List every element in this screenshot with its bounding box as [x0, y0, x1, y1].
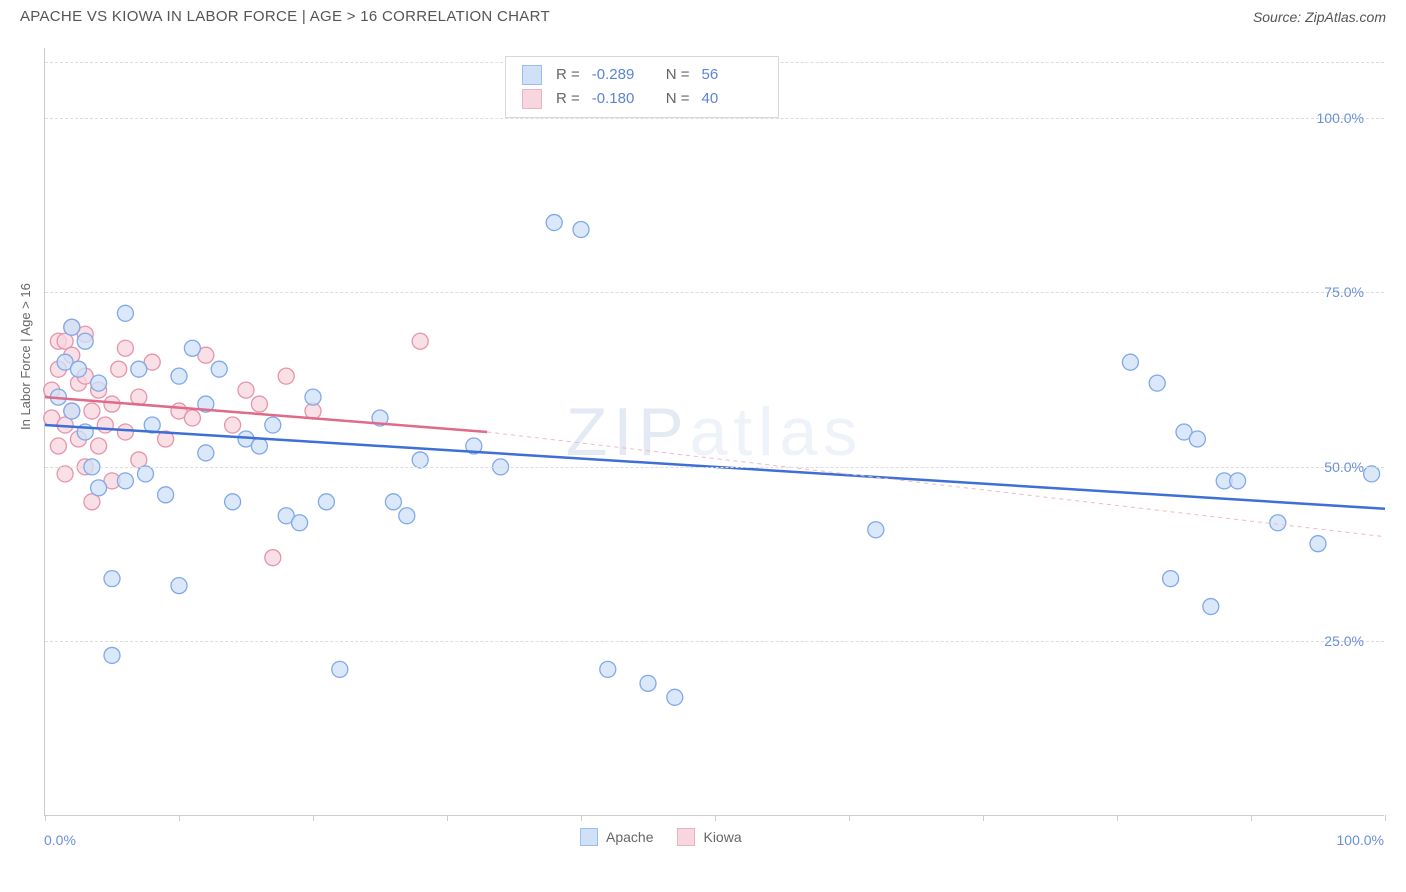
stats-n-value: 40: [702, 87, 762, 111]
legend-item: Kiowa: [677, 828, 741, 846]
stats-n-value: 56: [702, 63, 762, 87]
legend-label: Kiowa: [703, 829, 741, 845]
stats-swatch: [522, 89, 542, 109]
x-tick-mark: [1385, 815, 1386, 821]
stats-n-label: N =: [666, 63, 690, 87]
stats-row: R = -0.289 N = 56: [522, 63, 762, 87]
y-tick-label: 25.0%: [1324, 633, 1364, 649]
x-tick-mark: [179, 815, 180, 821]
x-axis-max-label: 100.0%: [1337, 832, 1384, 848]
legend-swatch: [677, 828, 695, 846]
x-tick-mark: [581, 815, 582, 821]
stats-row: R = -0.180 N = 40: [522, 87, 762, 111]
x-tick-mark: [313, 815, 314, 821]
x-tick-mark: [45, 815, 46, 821]
stats-r-label: R =: [556, 63, 580, 87]
x-tick-mark: [1251, 815, 1252, 821]
stats-n-label: N =: [666, 87, 690, 111]
y-tick-label: 75.0%: [1324, 284, 1364, 300]
x-tick-mark: [1117, 815, 1118, 821]
legend: Apache Kiowa: [580, 828, 742, 846]
gridline: [45, 292, 1384, 293]
x-axis-min-label: 0.0%: [44, 832, 76, 848]
gridline: [45, 467, 1384, 468]
gridline: [45, 641, 1384, 642]
x-tick-mark: [447, 815, 448, 821]
source-label: Source: ZipAtlas.com: [1253, 9, 1386, 25]
chart-title: APACHE VS KIOWA IN LABOR FORCE | AGE > 1…: [20, 8, 550, 25]
stats-r-value: -0.289: [592, 63, 652, 87]
x-tick-mark: [849, 815, 850, 821]
correlation-stats-box: R = -0.289 N = 56 R = -0.180 N = 40: [505, 56, 779, 118]
stats-r-value: -0.180: [592, 87, 652, 111]
stats-swatch: [522, 65, 542, 85]
y-axis-label: In Labor Force | Age > 16: [18, 283, 33, 430]
x-tick-mark: [715, 815, 716, 821]
legend-swatch: [580, 828, 598, 846]
chart-plot-area: ZIPatlas 25.0%50.0%75.0%100.0%R =-0.289N…: [44, 48, 1384, 816]
scatter-svg: [45, 48, 1384, 815]
x-tick-mark: [983, 815, 984, 821]
y-tick-label: 50.0%: [1324, 459, 1364, 475]
stats-r-label: R =: [556, 87, 580, 111]
legend-item: Apache: [580, 828, 653, 846]
y-tick-label: 100.0%: [1317, 110, 1364, 126]
legend-label: Apache: [606, 829, 653, 845]
